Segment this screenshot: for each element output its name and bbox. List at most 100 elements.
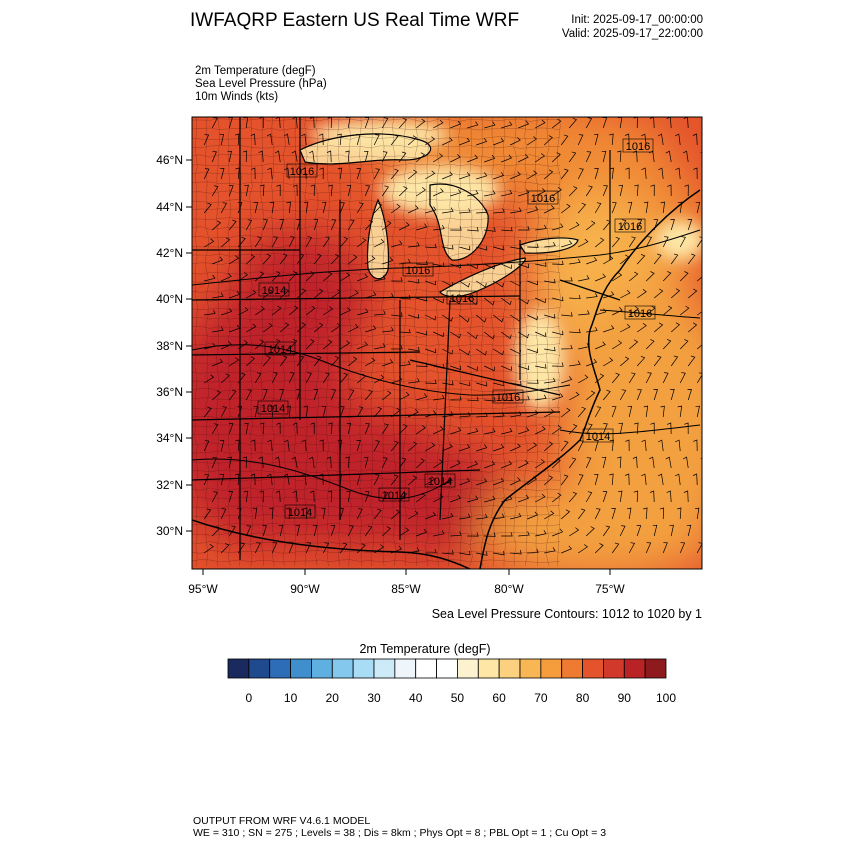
isobar-label: 1016 <box>628 308 652 320</box>
wind-barb <box>237 542 246 554</box>
wind-barb <box>450 120 462 129</box>
wind-barb <box>501 154 513 163</box>
colorbar-swatch <box>311 658 333 679</box>
wind-barb <box>484 495 496 503</box>
wind-barb <box>679 339 689 350</box>
wind-barb <box>266 133 273 146</box>
wind-barb <box>518 427 530 435</box>
wind-barb <box>303 405 309 418</box>
wind-barb <box>347 219 355 231</box>
wind-barb <box>666 490 672 503</box>
wind-barb <box>670 322 680 333</box>
wind-barb <box>594 406 602 418</box>
wind-barb <box>662 338 672 350</box>
isobar-label-box <box>402 262 434 277</box>
wind-barb <box>313 288 324 299</box>
lat-tick-label: 42°N <box>156 246 183 260</box>
wind-barb <box>364 423 370 435</box>
lon-tick-label: 75°W <box>595 582 625 596</box>
wind-barb <box>365 291 377 299</box>
wind-barb <box>203 474 210 486</box>
wind-barb <box>675 439 681 452</box>
lat-tick-label: 34°N <box>156 431 183 445</box>
wind-barb <box>381 185 389 197</box>
wind-barb <box>585 185 593 197</box>
wind-barb <box>442 245 454 250</box>
wind-barb <box>628 339 639 350</box>
wind-barb <box>271 339 281 350</box>
wind-barb <box>219 473 225 486</box>
wind-barb <box>327 117 332 129</box>
wind-barb <box>305 372 312 384</box>
wind-barb <box>450 331 461 339</box>
wind-barb <box>425 314 436 321</box>
wind-barb <box>619 219 627 231</box>
wind-barb <box>662 236 669 248</box>
wind-barb <box>501 427 513 435</box>
wind-barb <box>204 309 216 316</box>
wind-barb <box>433 459 443 469</box>
wind-barb <box>390 440 399 452</box>
wind-barb <box>544 241 556 248</box>
wind-barb <box>211 457 217 469</box>
wind-barb <box>476 172 488 180</box>
wind-barb <box>275 490 281 503</box>
wind-barb <box>442 137 453 146</box>
wind-barb <box>653 355 662 367</box>
wind-barb <box>262 355 271 367</box>
wind-barb <box>551 458 561 469</box>
wind-barb <box>611 406 617 418</box>
wind-barb <box>643 201 649 214</box>
wind-barb <box>611 508 616 520</box>
wind-barb <box>603 255 614 265</box>
wind-barb <box>595 341 606 350</box>
wind-barb <box>345 150 350 163</box>
wind-barb <box>288 338 298 350</box>
wind-barb <box>594 543 604 554</box>
wind-barb <box>535 493 546 503</box>
wind-barb <box>292 422 298 435</box>
wind-barb <box>675 473 681 486</box>
wind-barb <box>450 226 462 231</box>
wind-barb <box>660 201 666 214</box>
wind-barb <box>560 134 569 146</box>
isobar-label-box <box>614 218 646 233</box>
wind-barb <box>381 491 389 503</box>
isobar-label-box <box>424 473 456 488</box>
wind-barb <box>645 542 652 554</box>
wind-barb <box>552 223 564 231</box>
wind-barb <box>211 220 222 231</box>
wind-barb <box>364 185 371 197</box>
wind-barb <box>510 443 521 452</box>
wind-barb <box>373 202 383 214</box>
wind-barb <box>283 473 290 486</box>
wind-barb <box>645 271 655 282</box>
wind-barb <box>425 511 437 520</box>
colorbar-swatch <box>415 658 437 679</box>
wind-barb <box>234 133 240 146</box>
wind-barb <box>283 133 290 146</box>
init-valid-times: Init: 2025-09-17_00:00:00 Valid: 2025-09… <box>562 13 703 41</box>
wind-barbs <box>203 117 706 556</box>
wind-barb <box>585 457 592 469</box>
wind-barb <box>594 373 605 384</box>
colorbar-swatch <box>269 658 291 679</box>
colorbar-swatch <box>394 658 417 679</box>
wind-barb <box>560 203 571 214</box>
wind-barb <box>702 185 706 196</box>
colorbar-label: 80 <box>576 691 590 705</box>
wind-barb <box>246 289 257 299</box>
wind-barb <box>476 280 487 288</box>
wind-barb <box>612 272 623 282</box>
wind-barb <box>578 310 590 316</box>
wind-barb <box>399 328 411 334</box>
wind-barb <box>211 491 218 503</box>
wind-barb <box>636 253 646 265</box>
wind-barb <box>339 508 344 520</box>
colorbar: 0 10 20 30 40 50 60 70 80 90 100 <box>227 658 676 705</box>
wind-barb <box>696 542 702 554</box>
wind-barb <box>568 457 577 469</box>
wind-barb <box>585 526 595 537</box>
isobar-label-box <box>378 487 410 502</box>
lat-tick-label: 36°N <box>156 385 183 399</box>
